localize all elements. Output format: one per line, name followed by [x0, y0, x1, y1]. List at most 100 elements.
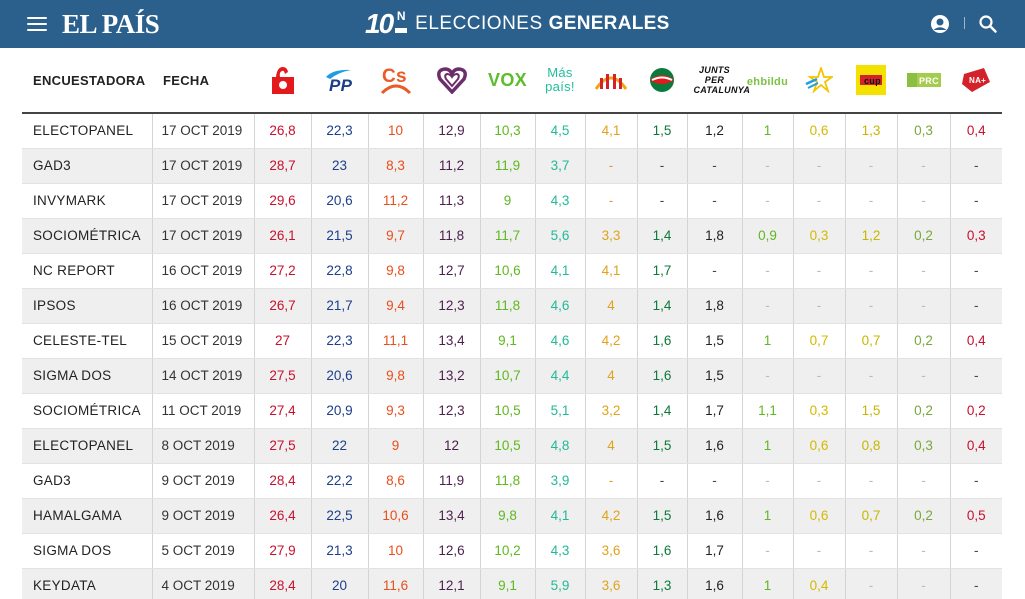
value-cell-bildu: 1: [742, 323, 794, 359]
pollster-cell: GAD3: [22, 148, 153, 184]
value-cell-bildu: -: [742, 183, 794, 219]
coalicion-canaria-logo-icon[interactable]: [793, 48, 845, 114]
value-cell-vox: 10,3: [480, 113, 536, 149]
value-cell-pp: 21,5: [311, 218, 369, 254]
table-row[interactable]: SOCIOMÉTRICA 17 OCT 2019 26,1 21,5 9,7 11,8 11…: [22, 218, 1002, 254]
value-cell-jxcat: 1,8: [687, 288, 743, 324]
table-row[interactable]: SOCIOMÉTRICA 11 OCT 2019 27,4 20,9 9,3 12,3 10…: [22, 393, 1002, 429]
pollster-cell: ELECTOPANEL: [22, 113, 153, 149]
user-icon[interactable]: [929, 14, 951, 34]
value-cell-cup: -: [845, 533, 898, 569]
table-row[interactable]: NC REPORT 16 OCT 2019 27,2 22,8 9,8 12,7 10,6 4…: [22, 253, 1002, 289]
value-cell-up: 12: [423, 428, 481, 464]
value-cell-na: -: [950, 533, 1002, 569]
prc-logo-icon[interactable]: PRC: [897, 48, 950, 114]
vox-logo-icon[interactable]: VOX: [480, 48, 535, 114]
value-cell-prc: 0,2: [897, 323, 951, 359]
col-date[interactable]: FECHA: [152, 48, 254, 114]
unidas-podemos-logo-icon[interactable]: [423, 48, 480, 114]
pollster-cell: INVYMARK: [22, 183, 153, 219]
election-title: 10 N ELECCIONES GENERALES: [365, 9, 670, 39]
value-cell-jxcat: 1,5: [687, 358, 743, 394]
psoe-logo-icon[interactable]: [254, 48, 311, 114]
table-row[interactable]: HAMALGAMA 9 OCT 2019 26,4 22,5 10,6 13,4 9,8 4,…: [22, 498, 1002, 534]
value-cell-erc: 4,1: [585, 253, 638, 289]
value-cell-na: 0,5: [950, 498, 1002, 534]
value-cell-na: -: [950, 358, 1002, 394]
erc-logo-icon[interactable]: [585, 48, 637, 114]
value-cell-vox: 10,2: [480, 533, 536, 569]
value-cell-prc: 0,2: [897, 498, 951, 534]
value-cell-cc: 0,3: [793, 393, 846, 429]
value-cell-up: 12,6: [423, 533, 481, 569]
table-row[interactable]: SIGMA DOS 5 OCT 2019 27,9 21,3 10 12,6 10,2 4,3…: [22, 533, 1002, 569]
value-cell-vox: 10,6: [480, 253, 536, 289]
value-cell-vox: 10,5: [480, 428, 536, 464]
cs-logo-icon[interactable]: Cs: [368, 48, 423, 114]
value-cell-erc: -: [585, 183, 638, 219]
menu-icon[interactable]: [27, 16, 47, 32]
value-cell-jxcat: 1,7: [687, 533, 743, 569]
polls-table: ENCUESTADORA FECHA PP Cs VOX Más país! J…: [22, 48, 1002, 599]
value-cell-prc: 0,3: [897, 428, 951, 464]
col-pollster[interactable]: ENCUESTADORA: [22, 48, 152, 114]
pnv-logo-icon[interactable]: [637, 48, 687, 114]
value-cell-prc: -: [897, 288, 951, 324]
mas-pais-logo-icon[interactable]: Más país!: [535, 48, 585, 114]
value-cell-pp: 21,3: [311, 533, 369, 569]
value-cell-psoe: 27,9: [254, 533, 312, 569]
value-cell-pnv: -: [637, 463, 688, 499]
value-cell-pp: 20,6: [311, 183, 369, 219]
value-cell-psoe: 26,4: [254, 498, 312, 534]
value-cell-cup: 1,3: [845, 113, 898, 149]
value-cell-jxcat: 1,2: [687, 113, 743, 149]
value-cell-jxcat: -: [687, 183, 743, 219]
value-cell-cs: 11,2: [368, 183, 424, 219]
value-cell-cs: 11,6: [368, 568, 424, 599]
pollster-cell: SIGMA DOS: [22, 533, 153, 569]
value-cell-pp: 20,6: [311, 358, 369, 394]
navarra-suma-logo-icon[interactable]: NA+: [950, 48, 1002, 114]
table-row[interactable]: IPSOS 16 OCT 2019 26,7 21,7 9,4 12,3 11,8 4,6 4 1…: [22, 288, 1002, 324]
value-cell-mas: 4,8: [535, 428, 586, 464]
value-cell-cs: 8,6: [368, 463, 424, 499]
value-cell-vox: 9,8: [480, 498, 536, 534]
value-cell-mas: 4,5: [535, 113, 586, 149]
value-cell-psoe: 28,4: [254, 568, 312, 599]
table-row[interactable]: SIGMA DOS 14 OCT 2019 27,5 20,6 9,8 13,2 10,7 4…: [22, 358, 1002, 394]
table-header-row: ENCUESTADORA FECHA PP Cs VOX Más país! J…: [22, 48, 1002, 114]
table-row[interactable]: ELECTOPANEL 17 OCT 2019 26,8 22,3 10 12,9 10,3…: [22, 113, 1002, 149]
table-row[interactable]: ELECTOPANEL 8 OCT 2019 27,5 22 9 12 10,5 4,8 4 1,…: [22, 428, 1002, 464]
value-cell-jxcat: 1,6: [687, 568, 743, 599]
value-cell-pp: 22,3: [311, 323, 369, 359]
value-cell-vox: 9,1: [480, 323, 536, 359]
value-cell-pnv: 1,4: [637, 393, 688, 429]
cup-logo-icon[interactable]: cup: [845, 48, 897, 114]
search-icon[interactable]: [978, 14, 998, 34]
pp-logo-icon[interactable]: PP: [311, 48, 368, 114]
value-cell-cc: 0,6: [793, 428, 846, 464]
svg-text:Cs: Cs: [382, 66, 407, 87]
ehbildu-logo-icon[interactable]: ehbildu: [742, 48, 793, 114]
value-cell-erc: 3,6: [585, 568, 638, 599]
table-row[interactable]: INVYMARK 17 OCT 2019 29,6 20,6 11,2 11,3 9 4,3-…: [22, 183, 1002, 219]
value-cell-jxcat: 1,8: [687, 218, 743, 254]
value-cell-mas: 4,6: [535, 323, 586, 359]
value-cell-up: 11,2: [423, 148, 481, 184]
value-cell-cc: -: [793, 358, 846, 394]
table-row[interactable]: GAD3 9 OCT 2019 28,4 22,2 8,6 11,9 11,8 3,9- - - -…: [22, 463, 1002, 499]
value-cell-cs: 9: [368, 428, 424, 464]
table-row[interactable]: GAD3 17 OCT 2019 28,7 23 8,3 11,2 11,9 3,7- - - - -…: [22, 148, 1002, 184]
junts-logo-icon[interactable]: JUNTS PER CATALUNYA: [687, 48, 750, 114]
10n-badge: 10 N: [365, 10, 408, 38]
table-row[interactable]: CELESTE-TEL 15 OCT 2019 27 22,3 11,1 13,4 9,1 4…: [22, 323, 1002, 359]
value-cell-cs: 9,8: [368, 253, 424, 289]
value-cell-bildu: -: [742, 358, 794, 394]
table-row[interactable]: KEYDATA 4 OCT 2019 28,4 20 11,6 12,1 9,1 5,9 3,6…: [22, 568, 1002, 599]
value-cell-bildu: -: [742, 463, 794, 499]
value-cell-pp: 22,2: [311, 463, 369, 499]
date-cell: 17 OCT 2019: [152, 218, 255, 254]
value-cell-na: -: [950, 568, 1002, 599]
value-cell-pp: 21,7: [311, 288, 369, 324]
el-pais-logo[interactable]: EL PAÍS: [62, 9, 160, 39]
